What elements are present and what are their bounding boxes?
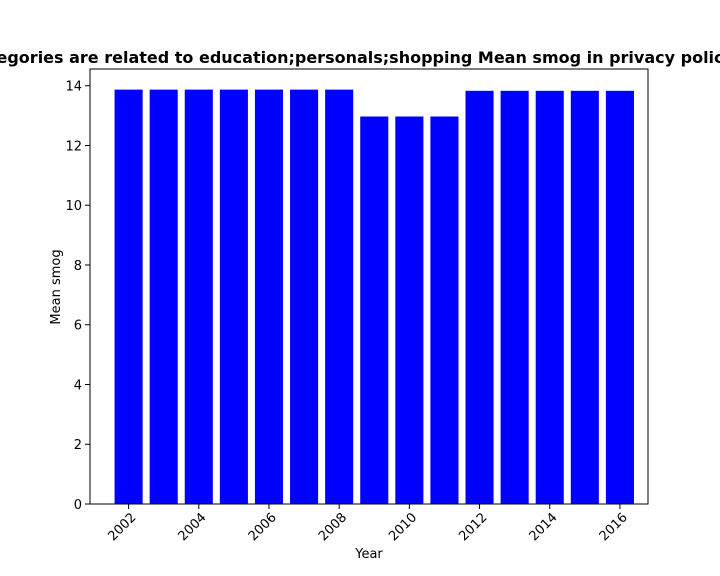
- x-tick-label-2002: 2002: [105, 510, 139, 544]
- x-axis: 2002 2004 2006 2008 2010 2012 2014 2016: [105, 504, 631, 544]
- bar-2008: [325, 89, 354, 505]
- x-tick-label-2006: 2006: [246, 510, 280, 544]
- bar-2012: [465, 90, 494, 504]
- bar-2011: [430, 116, 459, 505]
- bar-2004: [184, 89, 213, 505]
- y-tick-label-14: 14: [65, 80, 82, 95]
- bar-2003: [149, 89, 178, 505]
- chart-title: egories are related to education;persona…: [0, 48, 720, 67]
- x-tick-label-2008: 2008: [316, 510, 350, 544]
- bar-2010: [395, 116, 424, 505]
- plot-frame: [89, 68, 649, 505]
- x-tick-label-2016: 2016: [597, 510, 631, 544]
- x-axis-label: Year: [354, 547, 383, 562]
- y-axis-label: Mean smog: [49, 249, 64, 324]
- bar-2016: [605, 90, 634, 504]
- y-tick-label-8: 8: [74, 259, 82, 274]
- y-tick-label-10: 10: [65, 199, 82, 214]
- x-tick-label-2010: 2010: [386, 510, 420, 544]
- bar-2006: [254, 89, 284, 505]
- bar-2007: [290, 89, 319, 505]
- bar-2009: [360, 116, 389, 505]
- bar-2014: [535, 90, 564, 504]
- y-tick-label-6: 6: [74, 319, 82, 334]
- y-tick-label-2: 2: [74, 438, 82, 453]
- bars-group: [114, 89, 634, 505]
- y-tick-label-4: 4: [74, 378, 82, 393]
- bar-2002: [114, 89, 143, 505]
- x-tick-label-2014: 2014: [527, 510, 561, 544]
- y-tick-label-12: 12: [65, 139, 82, 154]
- bar-2013: [500, 90, 529, 504]
- y-axis: 0 2 4 6 8 10 12 14: [65, 80, 90, 513]
- y-tick-label-0: 0: [74, 498, 82, 513]
- bar-2005: [219, 89, 248, 505]
- bar-2015: [570, 90, 599, 504]
- x-tick-label-2004: 2004: [176, 510, 210, 544]
- x-tick-label-2012: 2012: [456, 510, 490, 544]
